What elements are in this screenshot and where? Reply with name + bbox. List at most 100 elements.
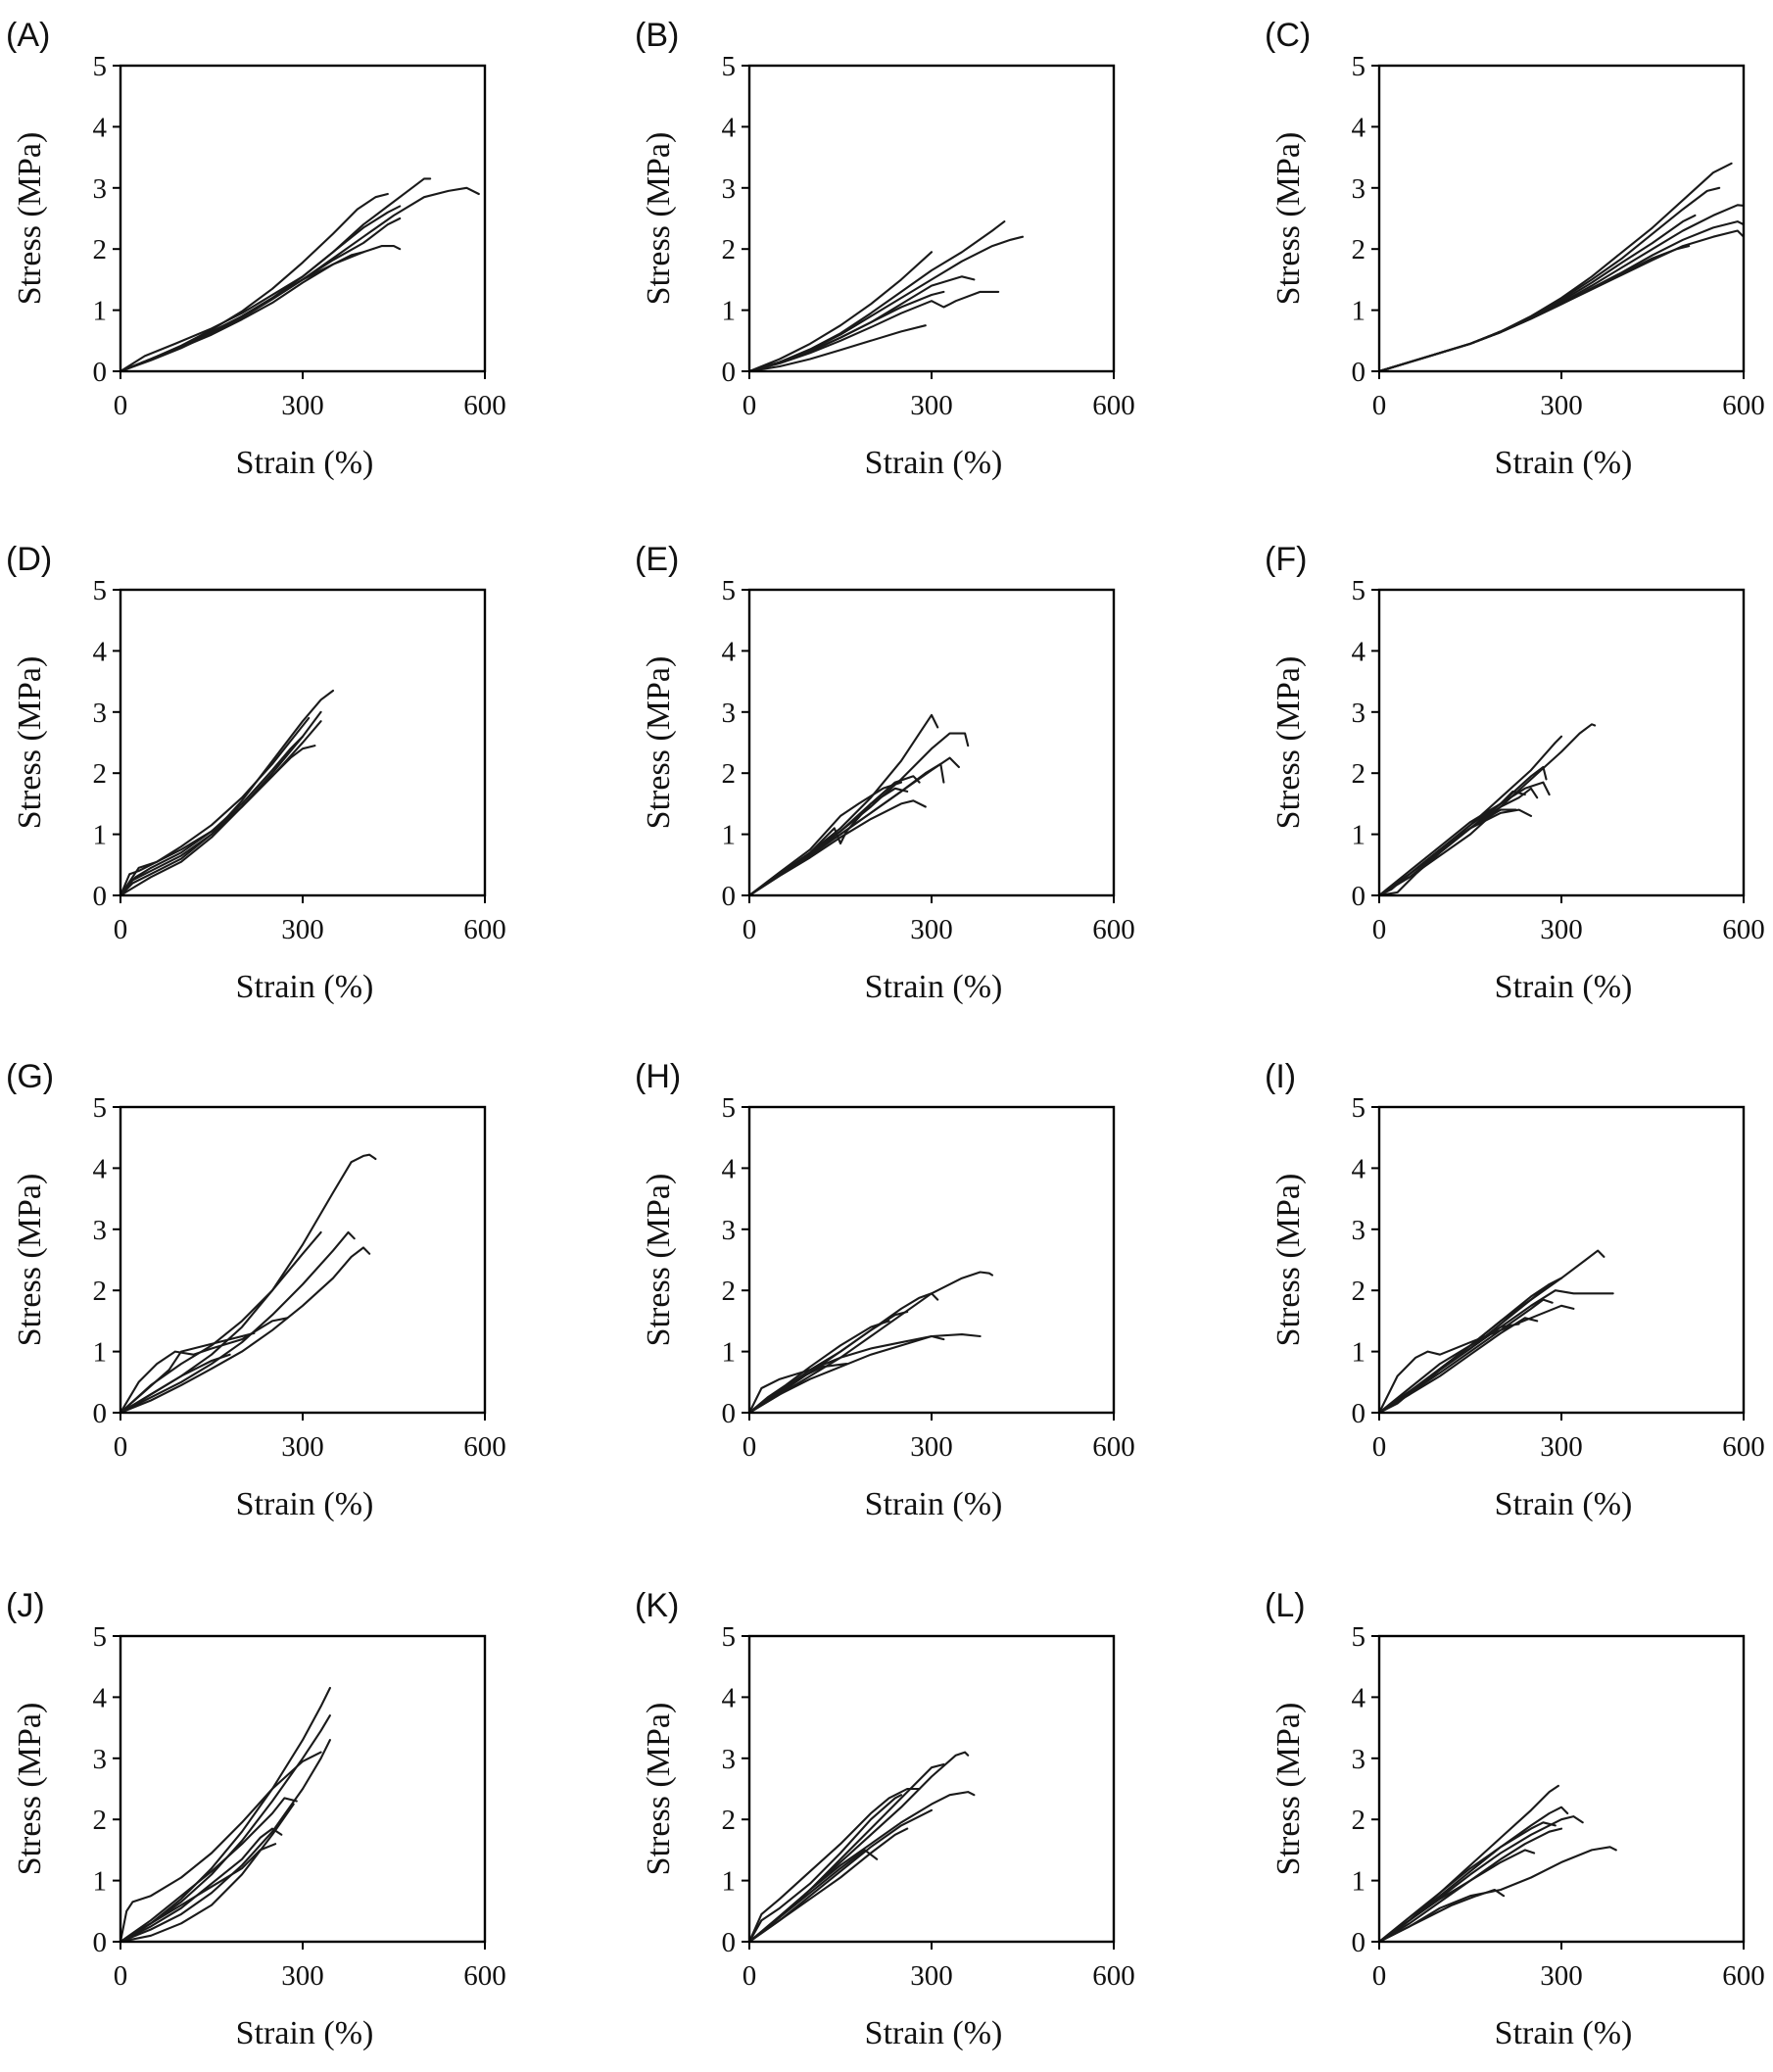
series-line-1 — [1379, 162, 1733, 371]
panel-label: (H) — [635, 1058, 681, 1095]
x-tick-label: 0 — [743, 390, 757, 421]
y-tick-label: 4 — [93, 1153, 108, 1184]
series-line-7 — [1379, 1888, 1506, 1942]
series-line-1 — [749, 1271, 994, 1413]
x-axis-title: Strain (%) — [236, 1486, 374, 1522]
y-tick-label: 2 — [1352, 758, 1366, 790]
series-line-1 — [1379, 1784, 1559, 1942]
y-tick-label: 0 — [1352, 357, 1366, 388]
y-tick-label: 4 — [1352, 1682, 1366, 1713]
y-tick-label: 3 — [1352, 698, 1366, 729]
series-line-5 — [120, 720, 322, 895]
plot-frame — [747, 588, 1116, 897]
y-tick-label: 4 — [1352, 636, 1366, 667]
series-line-5 — [1379, 1821, 1557, 1942]
x-tick-label: 300 — [281, 1960, 324, 1992]
series-line-6 — [749, 1320, 890, 1413]
y-tick-label: 1 — [93, 1337, 108, 1369]
y-tick-label: 5 — [722, 1621, 737, 1653]
x-tick-label: 300 — [910, 1960, 953, 1992]
y-tick-label: 5 — [1352, 1621, 1366, 1653]
x-tick-label: 600 — [463, 390, 506, 421]
x-tick-label: 300 — [1540, 390, 1583, 421]
y-tick-label: 2 — [722, 758, 737, 790]
plot-frame — [747, 64, 1116, 373]
y-tick-label: 5 — [722, 1092, 737, 1124]
plot-frame — [747, 1105, 1116, 1415]
y-tick-label: 5 — [722, 51, 737, 82]
series-group — [749, 1751, 976, 1942]
series-line-4 — [749, 1787, 921, 1942]
plot-frame — [1377, 588, 1746, 897]
series-line-2 — [120, 716, 311, 895]
y-tick-label: 0 — [722, 881, 737, 912]
y-tick-label: 4 — [1352, 112, 1366, 143]
x-tick-label: 0 — [1372, 1431, 1387, 1463]
series-group — [1379, 723, 1597, 895]
series-line-1 — [749, 713, 939, 895]
y-tick-label: 2 — [93, 1805, 108, 1836]
y-tick-label: 4 — [1352, 1153, 1366, 1184]
series-line-7 — [749, 290, 945, 371]
x-axis-title: Strain (%) — [236, 969, 374, 1005]
x-tick-label: 300 — [281, 1431, 324, 1463]
y-tick-label: 1 — [722, 1337, 737, 1369]
panel-label: (K) — [635, 1587, 679, 1624]
y-tick-label: 3 — [93, 698, 108, 729]
y-tick-label: 1 — [1352, 296, 1366, 327]
series-line-1 — [749, 235, 1025, 371]
x-axis-title: Strain (%) — [1495, 969, 1633, 1005]
y-tick-label: 3 — [93, 1744, 108, 1775]
series-line-4 — [120, 1751, 322, 1942]
y-tick-label: 5 — [1352, 51, 1366, 82]
series-line-4 — [749, 1334, 945, 1413]
y-tick-label: 4 — [722, 1682, 737, 1713]
y-tick-label: 0 — [93, 1398, 108, 1429]
series-line-1 — [120, 1686, 331, 1942]
x-tick-label: 600 — [1092, 390, 1135, 421]
series-group — [749, 220, 1025, 371]
series-line-8 — [120, 1803, 295, 1942]
x-tick-label: 600 — [1092, 1431, 1135, 1463]
y-tick-label: 3 — [1352, 1215, 1366, 1246]
series-line-6 — [120, 1331, 256, 1413]
x-tick-label: 600 — [1722, 390, 1765, 421]
x-tick-label: 300 — [281, 914, 324, 945]
y-tick-label: 3 — [722, 1215, 737, 1246]
y-axis-title: Stress (MPa) — [641, 1174, 677, 1347]
y-axis-title: Stress (MPa) — [1270, 1703, 1307, 1876]
y-axis-title: Stress (MPa) — [1270, 656, 1307, 830]
x-tick-label: 300 — [910, 1431, 953, 1463]
panel-label: (E) — [635, 541, 679, 578]
series-line-8 — [1379, 1323, 1520, 1413]
panel-label: (L) — [1265, 1587, 1306, 1624]
chart-panel-f: 0 1 2 3 4 5 0 300 600 Strain (%) Stress (MPa) (F) — [1265, 541, 1765, 1005]
series-line-6 — [749, 799, 927, 895]
series-line-5 — [120, 1797, 298, 1942]
x-tick-label: 600 — [1092, 914, 1135, 945]
y-tick-label: 1 — [93, 296, 108, 327]
x-tick-label: 600 — [1722, 1431, 1765, 1463]
x-tick-label: 300 — [281, 390, 324, 421]
plot-frame — [1377, 1634, 1746, 1944]
series-group — [749, 1271, 994, 1413]
y-tick-label: 0 — [1352, 881, 1366, 912]
y-tick-label: 4 — [722, 636, 737, 667]
y-tick-label: 2 — [93, 234, 108, 265]
series-line-6 — [120, 710, 322, 895]
y-tick-label: 1 — [1352, 1337, 1366, 1369]
x-tick-label: 300 — [910, 914, 953, 945]
y-tick-label: 0 — [93, 1927, 108, 1958]
series-line-8 — [749, 1827, 909, 1942]
chart-panel-g: 0 1 2 3 4 5 0 300 600 Strain (%) Stress (MPa) (G) — [6, 1058, 506, 1522]
y-tick-label: 3 — [722, 698, 737, 729]
y-tick-label: 1 — [93, 820, 108, 851]
y-tick-label: 5 — [1352, 1092, 1366, 1124]
y-tick-label: 1 — [722, 1866, 737, 1898]
x-tick-label: 600 — [463, 1431, 506, 1463]
series-line-1 — [120, 177, 432, 371]
x-tick-label: 600 — [463, 914, 506, 945]
series-line-2 — [120, 1714, 331, 1942]
chart-panel-b: 0 1 2 3 4 5 0 300 600 Strain (%) Stress (MPa) (B) — [635, 17, 1135, 481]
